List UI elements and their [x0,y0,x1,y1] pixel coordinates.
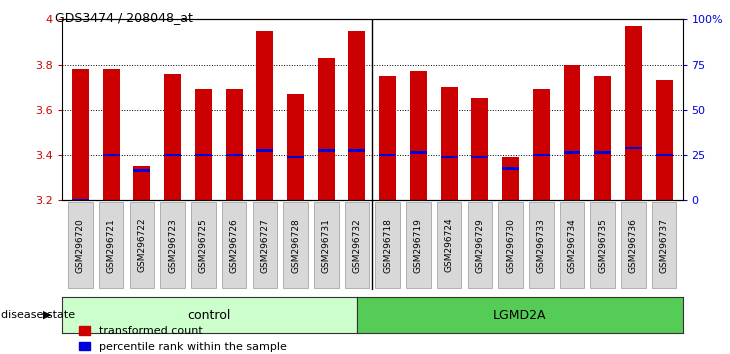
FancyBboxPatch shape [652,202,677,289]
Text: GSM296719: GSM296719 [414,218,423,273]
Bar [103,69,120,200]
Bar [472,156,488,159]
Text: GSM296721: GSM296721 [107,218,115,273]
Bar [318,149,334,152]
Text: GSM296722: GSM296722 [137,218,147,273]
FancyBboxPatch shape [222,202,246,289]
Bar [533,154,550,156]
Bar [72,69,89,200]
FancyBboxPatch shape [591,202,615,289]
Bar [410,151,427,154]
Legend: transformed count, percentile rank within the sample: transformed count, percentile rank withi… [79,326,286,352]
Bar [226,90,242,200]
Text: GDS3474 / 208048_at: GDS3474 / 208048_at [55,11,193,24]
Text: GSM296727: GSM296727 [261,218,269,273]
Text: GSM296728: GSM296728 [291,218,300,273]
FancyBboxPatch shape [437,202,461,289]
Bar [564,64,580,200]
Text: GSM296720: GSM296720 [76,218,85,273]
Bar [625,147,642,149]
Text: GSM296718: GSM296718 [383,218,392,273]
Bar [348,149,366,152]
Text: GSM296730: GSM296730 [506,218,515,273]
Bar [379,154,396,156]
FancyBboxPatch shape [253,202,277,289]
Text: ▶: ▶ [1,310,51,320]
Bar [348,31,366,200]
Bar [287,156,304,159]
Bar [564,151,580,154]
Bar [226,154,242,156]
Text: GSM296724: GSM296724 [445,218,453,273]
Text: GSM296726: GSM296726 [229,218,239,273]
Text: GSM296725: GSM296725 [199,218,208,273]
FancyBboxPatch shape [161,202,185,289]
FancyBboxPatch shape [191,202,215,289]
FancyBboxPatch shape [283,202,308,289]
Bar [256,149,273,152]
FancyBboxPatch shape [406,202,431,289]
Bar [318,58,334,200]
Bar [502,157,519,200]
Text: GSM296729: GSM296729 [475,218,484,273]
Bar [594,151,611,154]
Bar [287,94,304,200]
Text: control: control [188,309,231,321]
Text: GSM296737: GSM296737 [660,218,669,273]
Text: GSM296733: GSM296733 [537,218,546,273]
Text: disease state: disease state [1,310,75,320]
Bar [256,31,273,200]
Bar [656,80,672,200]
Bar [195,154,212,156]
FancyBboxPatch shape [314,202,339,289]
Bar [72,199,89,201]
Bar [472,98,488,200]
Bar [134,169,150,172]
Bar [379,76,396,200]
Bar [502,167,519,170]
FancyBboxPatch shape [375,202,400,289]
Bar [441,156,458,159]
FancyBboxPatch shape [99,202,123,289]
Text: LGMD2A: LGMD2A [493,309,547,321]
FancyBboxPatch shape [467,202,492,289]
Bar [625,26,642,200]
Bar [533,90,550,200]
Bar [103,154,120,156]
FancyBboxPatch shape [499,202,523,289]
FancyBboxPatch shape [68,202,93,289]
Bar [164,154,181,156]
FancyBboxPatch shape [560,202,584,289]
Text: GSM296723: GSM296723 [168,218,177,273]
Bar [134,166,150,200]
Text: GSM296732: GSM296732 [353,218,361,273]
FancyBboxPatch shape [529,202,553,289]
Text: GSM296734: GSM296734 [567,218,577,273]
FancyBboxPatch shape [621,202,646,289]
FancyBboxPatch shape [130,202,154,289]
Bar [195,90,212,200]
Bar [594,76,611,200]
FancyBboxPatch shape [345,202,369,289]
Bar [410,72,427,200]
Bar [441,87,458,200]
Bar [656,154,672,156]
Text: GSM296736: GSM296736 [629,218,638,273]
Text: GSM296735: GSM296735 [598,218,607,273]
Bar [164,74,181,200]
Text: GSM296731: GSM296731 [322,218,331,273]
